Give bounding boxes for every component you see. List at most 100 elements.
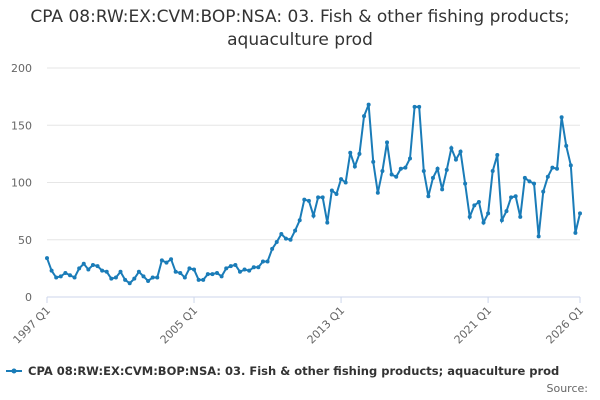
- series-line: [46, 104, 581, 285]
- data-point: [159, 258, 164, 263]
- data-point: [283, 236, 288, 241]
- data-point: [113, 275, 118, 280]
- data-point: [260, 259, 265, 264]
- data-point: [564, 143, 569, 148]
- data-point: [568, 163, 573, 168]
- data-point: [509, 195, 514, 200]
- data-point: [316, 195, 321, 200]
- data-point: [100, 268, 105, 273]
- data-point: [467, 214, 472, 219]
- legend: CPA 08:RW:EX:CVM:BOP:NSA: 03. Fish & oth…: [4, 364, 559, 378]
- data-point: [343, 180, 348, 185]
- x-tick-label: 2005 Q1: [158, 304, 201, 347]
- data-point: [155, 275, 160, 280]
- data-point: [132, 276, 137, 281]
- data-point: [123, 277, 128, 282]
- data-point: [545, 174, 550, 179]
- data-point: [146, 278, 151, 283]
- data-point: [118, 269, 123, 274]
- chart-title: CPA 08:RW:EX:CVM:BOP:NSA: 03. Fish & oth…: [30, 7, 570, 50]
- data-point: [339, 177, 344, 182]
- data-point: [274, 240, 279, 245]
- data-point: [237, 269, 242, 274]
- data-point: [127, 281, 132, 286]
- data-point: [513, 194, 518, 199]
- data-point: [45, 256, 49, 261]
- data-point: [435, 166, 440, 171]
- data-point: [532, 181, 537, 186]
- data-point: [389, 172, 394, 177]
- data-point: [504, 209, 509, 214]
- data-point: [380, 169, 385, 174]
- data-point: [306, 198, 311, 203]
- data-point: [499, 218, 504, 223]
- data-point: [334, 191, 339, 196]
- data-point: [559, 115, 564, 120]
- data-point: [270, 246, 275, 251]
- data-point: [463, 181, 468, 186]
- data-point: [279, 232, 284, 237]
- data-point: [352, 164, 357, 169]
- data-point: [196, 277, 201, 282]
- legend-marker: [6, 368, 22, 374]
- data-point: [536, 234, 541, 239]
- data-point: [86, 267, 91, 272]
- data-point: [228, 264, 233, 269]
- data-point: [476, 199, 481, 204]
- data-point: [555, 166, 560, 171]
- data-point: [288, 237, 293, 242]
- data-point: [58, 274, 63, 279]
- data-point: [219, 274, 224, 279]
- data-point: [205, 272, 210, 277]
- data-point: [444, 167, 449, 172]
- data-point: [518, 214, 523, 219]
- y-tick-label: 100: [11, 177, 32, 190]
- data-point: [426, 194, 431, 199]
- x-tick-label: 2021 Q1: [452, 304, 495, 347]
- data-point: [136, 269, 141, 274]
- data-point: [251, 265, 256, 270]
- data-point: [573, 230, 578, 235]
- data-point: [49, 268, 54, 273]
- data-point: [527, 179, 532, 184]
- data-point: [421, 169, 426, 174]
- data-point: [141, 274, 146, 279]
- data-point: [578, 211, 582, 216]
- y-tick-label: 200: [11, 62, 32, 75]
- data-point: [407, 156, 412, 161]
- data-point: [67, 273, 72, 278]
- data-point: [77, 266, 82, 271]
- data-point: [362, 114, 367, 119]
- data-point: [224, 266, 229, 271]
- data-point: [54, 275, 59, 280]
- data-point: [486, 211, 491, 216]
- legend-label: CPA 08:RW:EX:CVM:BOP:NSA: 03. Fish & oth…: [28, 364, 560, 378]
- data-point: [293, 228, 298, 233]
- data-point: [247, 268, 252, 273]
- data-point: [449, 146, 454, 151]
- data-point: [472, 203, 477, 208]
- data-point: [242, 267, 247, 272]
- y-tick-label: 150: [11, 119, 32, 132]
- data-point: [357, 151, 362, 156]
- data-point: [430, 175, 435, 180]
- data-point: [417, 104, 422, 109]
- data-point: [164, 260, 169, 265]
- data-point: [394, 174, 399, 179]
- data-point: [201, 277, 206, 282]
- data-point: [233, 262, 238, 267]
- data-point: [182, 275, 187, 280]
- data-point: [453, 157, 458, 162]
- data-point: [302, 197, 307, 202]
- data-point: [109, 276, 114, 281]
- data-point: [72, 275, 77, 280]
- y-tick-label: 0: [25, 291, 32, 304]
- data-point: [440, 187, 445, 192]
- data-point: [495, 153, 500, 158]
- data-point: [150, 275, 155, 280]
- data-point: [256, 265, 261, 270]
- data-point: [348, 150, 353, 155]
- data-point: [95, 264, 100, 269]
